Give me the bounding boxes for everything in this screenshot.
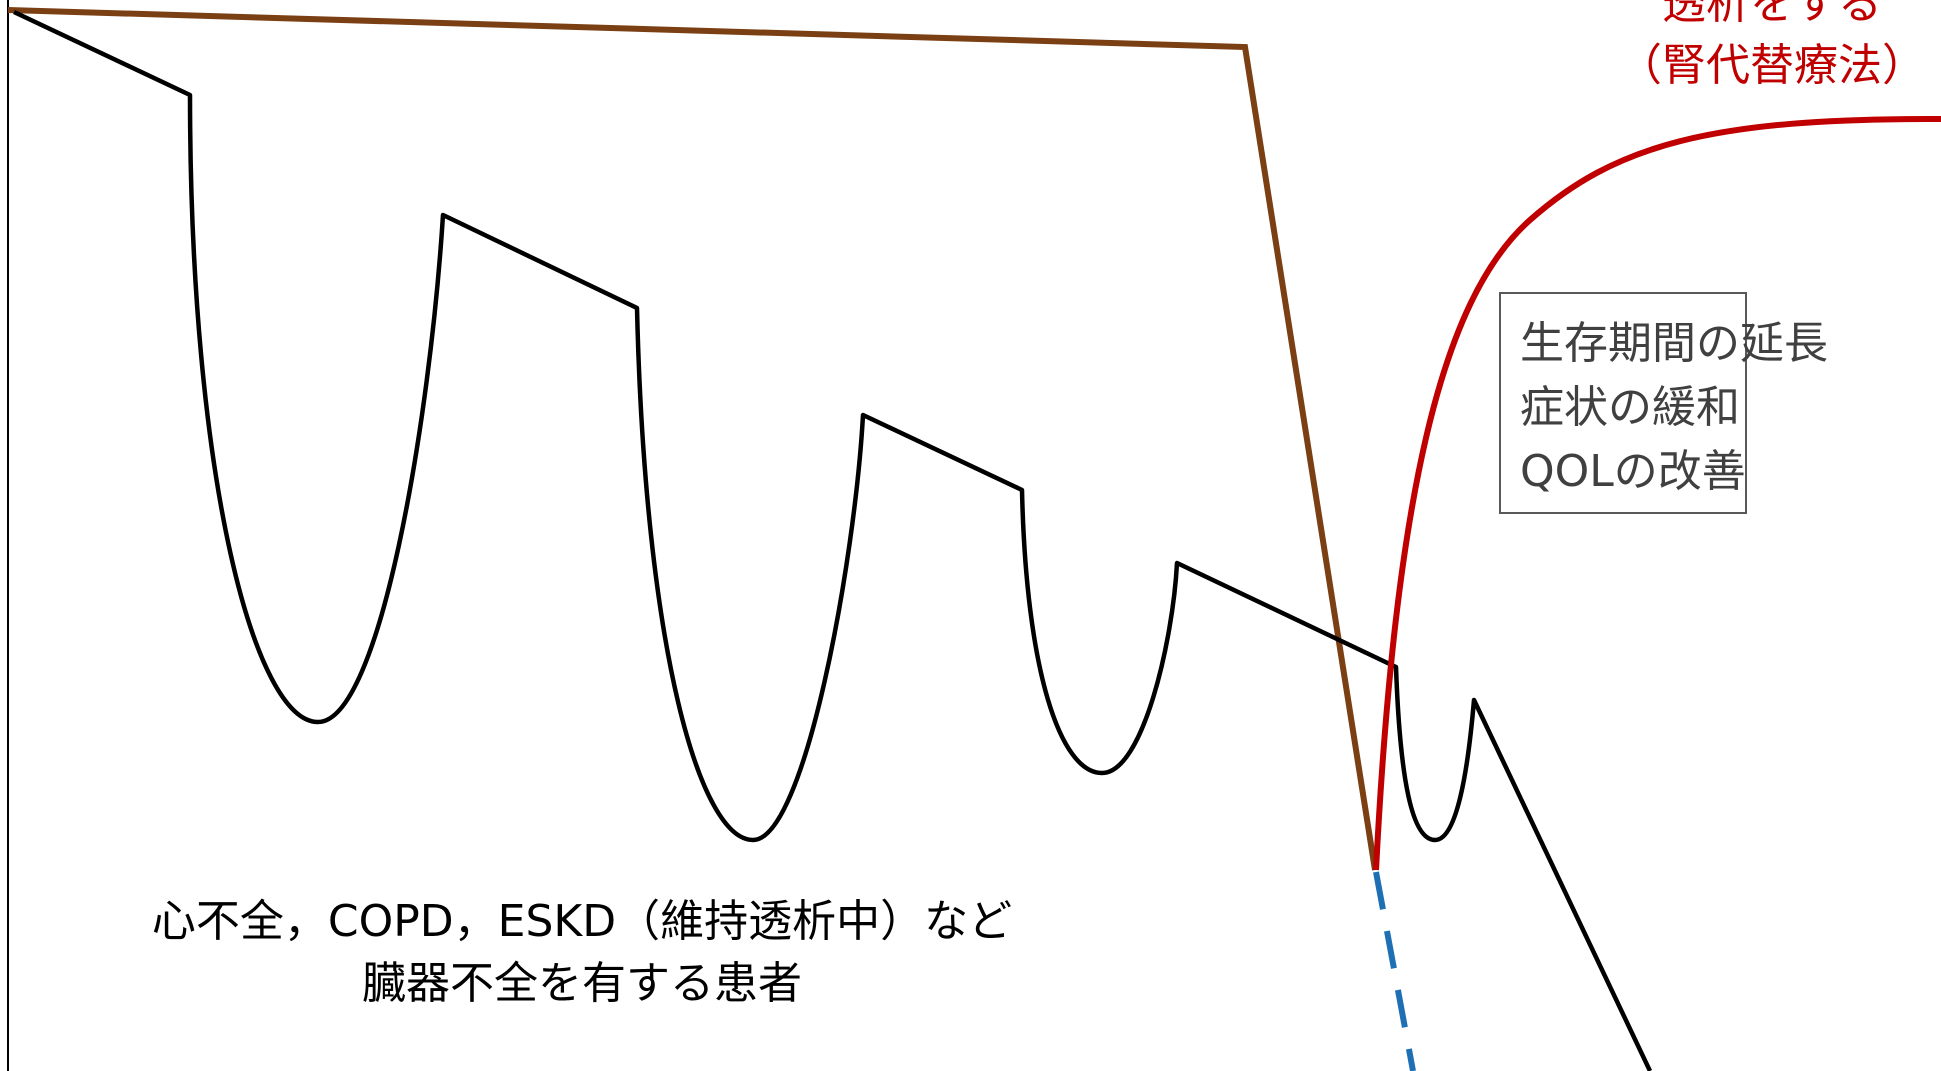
dialysis-label-line1: 透析をする <box>1662 0 1882 29</box>
benefits-line2: 症状の緩和 <box>1520 382 1740 433</box>
benefits-box <box>1499 292 1747 514</box>
benefits-line1: 生存期間の延長 <box>1520 318 1828 369</box>
dialysis-label-line2: （腎代替療法） <box>1618 40 1926 91</box>
dialysis-improvement-curve <box>1373 115 1941 871</box>
organ-failure-trajectory-line <box>13 9 1653 1071</box>
baseline-decline-line <box>7 7 1378 871</box>
benefits-line3: QOLの改善 <box>1520 446 1746 497</box>
patient-label-line1: 心不全，COPD，ESKD（維持透析中）など <box>152 896 1012 947</box>
no-dialysis-dashed-line <box>1373 871 1416 1071</box>
patient-label-line2: 臓器不全を有する患者 <box>362 958 802 1009</box>
